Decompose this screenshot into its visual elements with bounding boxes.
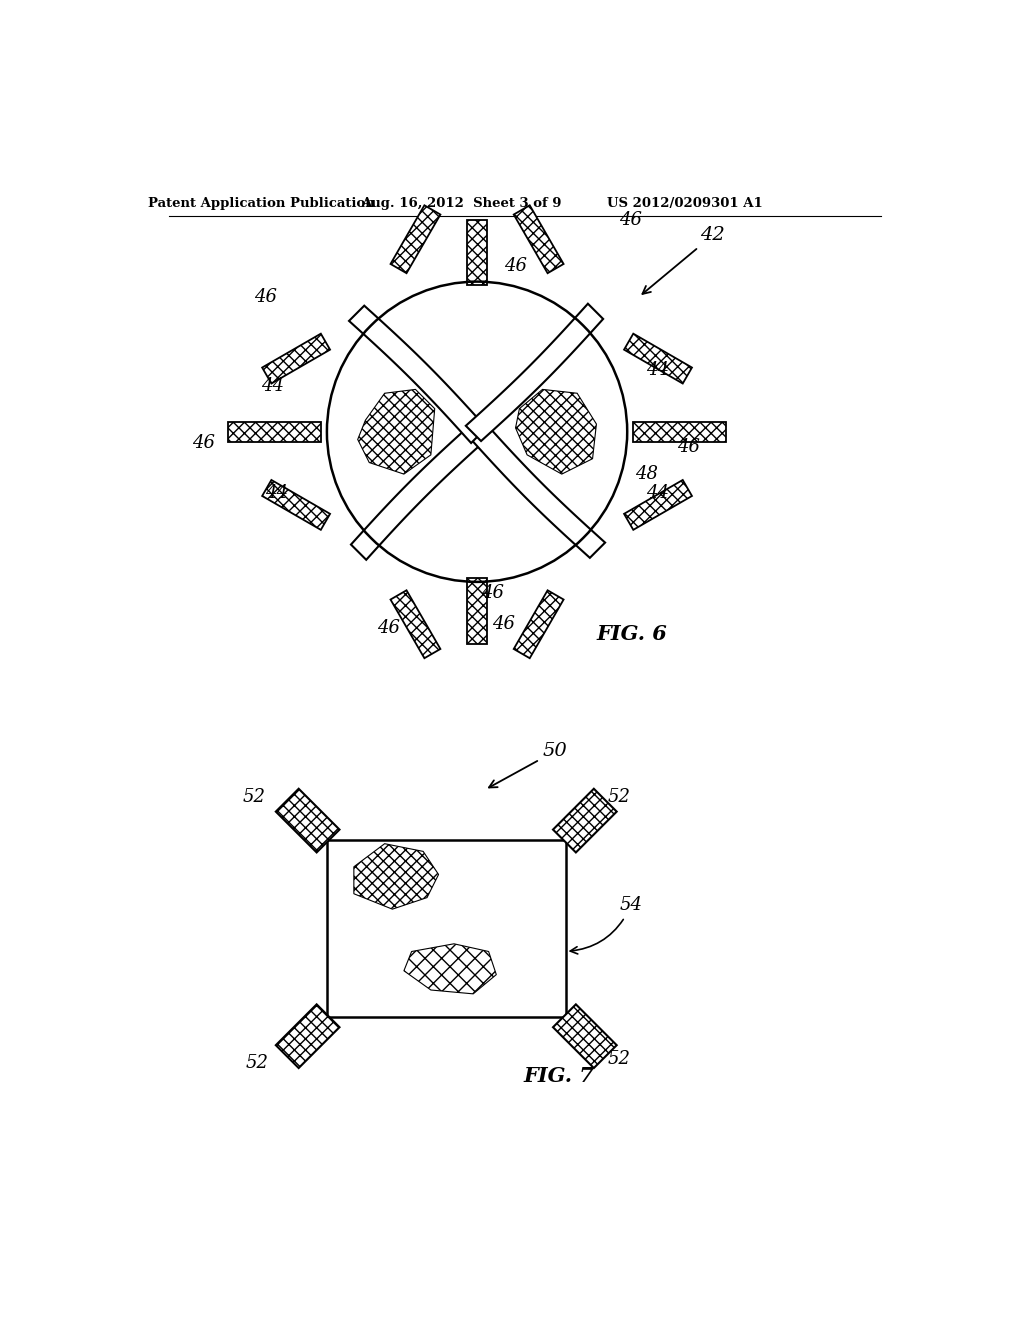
Text: 54: 54 bbox=[570, 896, 642, 954]
Polygon shape bbox=[275, 789, 340, 853]
Polygon shape bbox=[467, 578, 487, 644]
Text: 44: 44 bbox=[646, 484, 670, 503]
Polygon shape bbox=[514, 206, 563, 273]
Text: 52: 52 bbox=[243, 788, 265, 807]
Polygon shape bbox=[634, 422, 726, 442]
Polygon shape bbox=[390, 590, 440, 659]
Text: 52: 52 bbox=[608, 1051, 631, 1068]
Polygon shape bbox=[351, 422, 488, 560]
Text: FIG. 6: FIG. 6 bbox=[596, 623, 668, 644]
Polygon shape bbox=[514, 590, 563, 659]
Text: 46: 46 bbox=[193, 434, 215, 453]
Polygon shape bbox=[349, 306, 486, 444]
Text: 46: 46 bbox=[677, 438, 700, 457]
Text: 46: 46 bbox=[504, 257, 527, 275]
Polygon shape bbox=[228, 422, 321, 442]
Text: 44: 44 bbox=[265, 484, 289, 503]
Polygon shape bbox=[262, 480, 330, 529]
Polygon shape bbox=[468, 421, 605, 558]
Text: 52: 52 bbox=[246, 1055, 269, 1072]
Text: 42: 42 bbox=[642, 227, 725, 294]
Polygon shape bbox=[553, 789, 616, 853]
Text: US 2012/0209301 A1: US 2012/0209301 A1 bbox=[607, 197, 763, 210]
Polygon shape bbox=[624, 480, 692, 529]
Polygon shape bbox=[624, 334, 692, 384]
Polygon shape bbox=[553, 1005, 616, 1068]
Text: FIG. 7: FIG. 7 bbox=[523, 1067, 594, 1086]
Text: 48: 48 bbox=[635, 465, 657, 483]
Text: 46: 46 bbox=[254, 288, 276, 306]
Text: 44: 44 bbox=[646, 362, 670, 379]
Polygon shape bbox=[390, 206, 440, 273]
Text: 46: 46 bbox=[493, 615, 515, 634]
Text: 52: 52 bbox=[608, 788, 631, 807]
Polygon shape bbox=[262, 334, 330, 384]
Text: 46: 46 bbox=[481, 585, 504, 602]
Text: Patent Application Publication: Patent Application Publication bbox=[148, 197, 375, 210]
Text: 46: 46 bbox=[620, 211, 642, 228]
Polygon shape bbox=[466, 304, 603, 441]
Text: Aug. 16, 2012  Sheet 3 of 9: Aug. 16, 2012 Sheet 3 of 9 bbox=[361, 197, 562, 210]
Polygon shape bbox=[467, 219, 487, 285]
Polygon shape bbox=[275, 1005, 340, 1068]
Text: 44: 44 bbox=[261, 376, 285, 395]
Text: 50: 50 bbox=[489, 742, 567, 788]
Text: 46: 46 bbox=[377, 619, 400, 638]
